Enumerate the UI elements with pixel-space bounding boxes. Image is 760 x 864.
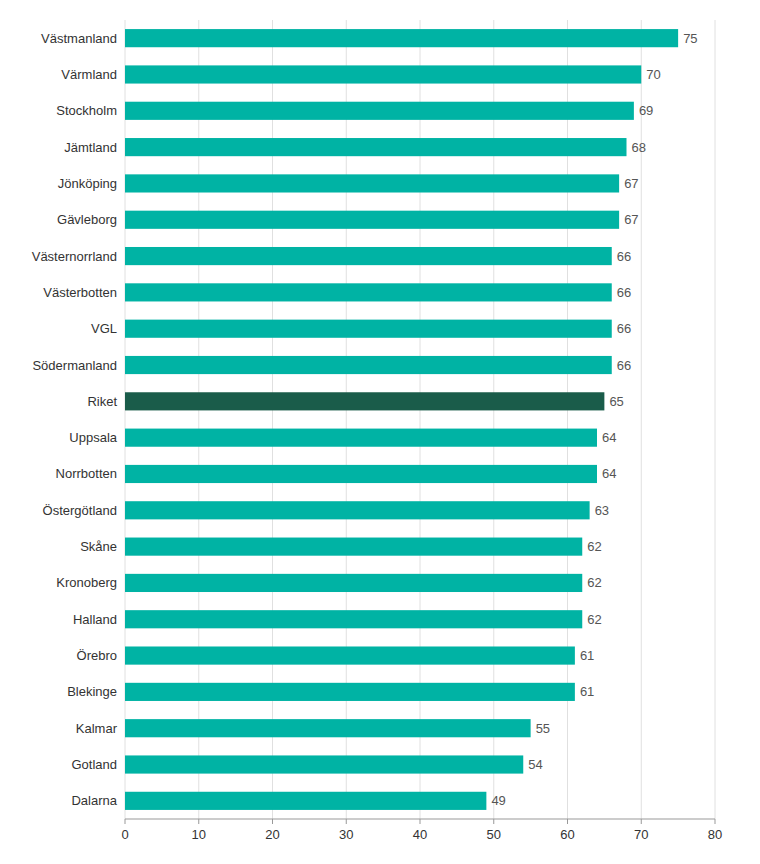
bar — [125, 211, 619, 229]
bar — [125, 574, 582, 592]
data-label: 61 — [580, 648, 594, 663]
tick-mark — [346, 819, 347, 824]
bar — [125, 610, 582, 628]
data-label: 66 — [617, 285, 631, 300]
data-label: 63 — [595, 503, 609, 518]
tick-mark — [493, 819, 494, 824]
y-tick-label: Västerbotten — [43, 285, 117, 300]
data-label: 49 — [491, 793, 505, 808]
grid-line — [715, 20, 716, 819]
data-label: 65 — [609, 394, 623, 409]
data-label: 62 — [587, 612, 601, 627]
data-label: 64 — [602, 466, 616, 481]
y-tick-label: Västmanland — [41, 31, 117, 46]
bar — [125, 392, 604, 410]
bar — [125, 646, 575, 664]
data-label: 67 — [624, 212, 638, 227]
y-tick-label: Skåne — [80, 539, 117, 554]
x-tick-label: 10 — [192, 827, 206, 842]
tick-mark — [641, 819, 642, 824]
y-tick-label: Östergötland — [43, 503, 117, 518]
y-tick-label: Gotland — [71, 757, 117, 772]
y-tick-label: Riket — [87, 394, 117, 409]
bar — [125, 538, 582, 556]
y-tick-label: Södermanland — [32, 358, 117, 373]
y-tick-label: Blekinge — [67, 684, 117, 699]
data-label: 67 — [624, 176, 638, 191]
data-label: 54 — [528, 757, 542, 772]
bar — [125, 719, 531, 737]
tick-mark — [567, 819, 568, 824]
y-tick-label: Kronoberg — [56, 575, 117, 590]
labels: 75 70 69 68 67 67 66 66 66 66 65 64 64 63 62 62 62 61 61 55… — [491, 31, 697, 809]
chart-svg: 0 10 20 30 40 50 60 70 80 75 70 69 68 67 67 66 66 66 66 65 6… — [0, 0, 760, 864]
y-tick-label: Norrbotten — [56, 466, 117, 481]
bar — [125, 320, 612, 338]
bar — [125, 138, 627, 156]
chart-container: 0 10 20 30 40 50 60 70 80 75 70 69 68 67 67 66 66 66 66 65 6… — [0, 0, 760, 864]
grid — [125, 20, 715, 819]
x-tick-label: 70 — [634, 827, 648, 842]
x-tick-label: 0 — [121, 827, 128, 842]
tick-mark — [420, 819, 421, 824]
tick-mark — [715, 819, 716, 824]
data-label: 64 — [602, 430, 616, 445]
y-tick-label: VGL — [91, 321, 117, 336]
data-label: 62 — [587, 539, 601, 554]
bar — [125, 465, 597, 483]
x-axis: 0 10 20 30 40 50 60 70 80 — [121, 819, 722, 842]
y-axis: Västmanland Värmland Stockholm Jämtland Jönk… — [32, 31, 118, 809]
x-axis-line — [125, 819, 715, 820]
x-tick-label: 30 — [339, 827, 353, 842]
x-tick-label: 40 — [413, 827, 427, 842]
bar — [125, 29, 678, 47]
y-tick-label: Halland — [73, 612, 117, 627]
y-tick-label: Uppsala — [69, 430, 117, 445]
bar — [125, 283, 612, 301]
bar — [125, 429, 597, 447]
bar — [125, 501, 590, 519]
data-label: 75 — [683, 31, 697, 46]
x-tick-label: 80 — [708, 827, 722, 842]
y-tick-label: Jämtland — [64, 140, 117, 155]
x-tick-label: 60 — [560, 827, 574, 842]
y-tick-label: Kalmar — [76, 721, 118, 736]
y-tick-label: Västernorrland — [32, 249, 117, 264]
bar — [125, 102, 634, 120]
data-label: 70 — [646, 67, 660, 82]
x-tick-label: 50 — [487, 827, 501, 842]
tick-mark — [272, 819, 273, 824]
bar — [125, 683, 575, 701]
data-label: 68 — [632, 140, 646, 155]
tick-mark — [198, 819, 199, 824]
data-label: 55 — [536, 721, 550, 736]
bar — [125, 792, 486, 810]
bar — [125, 356, 612, 374]
y-tick-label: Värmland — [61, 67, 117, 82]
bar — [125, 174, 619, 192]
bar — [125, 247, 612, 265]
bars — [125, 29, 678, 810]
data-label: 66 — [617, 358, 631, 373]
bar — [125, 65, 641, 83]
data-label: 61 — [580, 684, 594, 699]
y-tick-label: Gävleborg — [57, 212, 117, 227]
bar — [125, 755, 523, 773]
y-tick-label: Örebro — [77, 648, 117, 663]
data-label: 66 — [617, 249, 631, 264]
y-tick-label: Stockholm — [56, 103, 117, 118]
tick-mark — [125, 819, 126, 824]
data-label: 66 — [617, 321, 631, 336]
y-tick-label: Jönköping — [58, 176, 117, 191]
data-label: 62 — [587, 575, 601, 590]
y-tick-label: Dalarna — [71, 793, 117, 808]
x-tick-label: 20 — [265, 827, 279, 842]
data-label: 69 — [639, 103, 653, 118]
